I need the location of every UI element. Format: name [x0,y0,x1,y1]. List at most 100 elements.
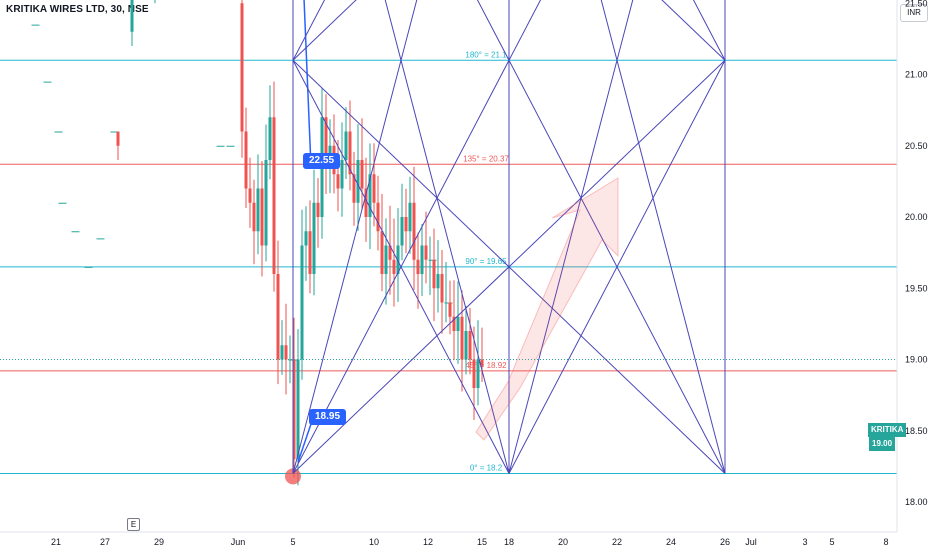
candle-body [336,174,340,189]
x-tick-label: 26 [720,537,730,547]
candle-body [248,188,252,203]
candle-body [420,245,424,274]
candle-body [43,81,52,83]
y-tick-label: 18.50 [905,426,928,436]
candle-body [284,345,288,360]
earnings-marker[interactable]: E [127,518,140,531]
candle-body [300,245,304,360]
candle-body [392,259,396,274]
x-tick-label: Jun [231,537,246,547]
gann-level-label: 0° = 18.2 [470,464,503,473]
callout-pointer [303,0,312,168]
x-tick-label: 15 [477,537,487,547]
y-tick-label: 18.00 [905,497,928,507]
y-tick-label: 21.00 [905,70,928,80]
candle-body [296,359,300,460]
x-tick-label: 3 [802,537,807,547]
x-tick-label: 22 [612,537,622,547]
candle-body [264,160,268,246]
candle-body [308,231,312,274]
candle-body [252,202,256,232]
candle-body [276,274,280,360]
candle-body [448,302,452,317]
last-price-tag: KRITIKA19.00 [868,423,932,451]
candle-body [368,174,372,217]
projection-arrow-shape [475,177,619,441]
candle-body [304,231,308,246]
x-tick-label: 5 [290,537,295,547]
candle-body [344,131,348,160]
candle-body [432,259,436,289]
x-tick-label: 5 [829,537,834,547]
candle-body [360,160,364,189]
candle-body [352,174,356,203]
candle-body [316,202,320,217]
candles [31,0,484,486]
candle-body [380,231,384,274]
candle-body [480,359,484,367]
x-tick-label: 10 [369,537,379,547]
callout-pointer [297,423,312,463]
x-tick-label: Jul [745,537,757,547]
gann-level-label: 90° = 19.65 [465,257,507,266]
candle-body [256,188,260,232]
candle-body [464,331,468,360]
candle-body [31,24,40,26]
y-tick-label: 19.50 [905,283,928,293]
candle-body [440,274,444,303]
candle-body [468,331,472,360]
gann-square [292,0,726,474]
candle-body [58,202,67,204]
x-tick-label: 21 [51,537,61,547]
chart-title: KRITIKA WIRES LTD, 30, NSE [6,4,149,15]
candle-body [376,202,380,232]
x-tick-label: 12 [423,537,433,547]
x-tick-label: 27 [100,537,110,547]
x-tick-label: 24 [666,537,676,547]
candle-body [348,131,352,175]
candle-body [412,202,416,260]
candle-body [110,131,119,133]
currency-label[interactable]: INR [900,4,928,22]
last-price-value: 19.00 [868,437,896,451]
time-axis: 21 27 29 Jun 5 10 12 15 18 20 22 24 26 Jul 3 5 8 [51,537,889,547]
candle-body [400,217,404,246]
symbol-label: KRITIKA [868,423,907,437]
candle-body [372,174,376,203]
y-tick-label: 20.00 [905,212,928,222]
callout-low: 18.95 [309,409,347,425]
candle-body [244,131,248,189]
candle-body [324,117,328,160]
candle-body [216,145,225,147]
gann-fan-line [292,59,726,474]
gann-levels: 360° = 24315° = 23.27270° = 22.55225° = … [0,50,897,474]
candle-body [388,245,392,260]
candle-body [452,316,456,331]
gann-level-label: 45° = 18.92 [465,361,507,370]
candle-body [328,145,332,160]
gann-fan-line [292,60,510,474]
candle-body [260,188,264,246]
gann-fan-line [692,0,726,61]
candle-body [424,245,428,260]
gann-fan-line [384,0,510,474]
candle-body [404,217,408,232]
candle-body [240,3,244,132]
gann-fan-line [508,0,634,474]
gann-fan-line [476,0,726,474]
candle-body [476,359,480,388]
gann-level-label: 180° = 21.1 [465,50,507,59]
callout-high: 22.55 [303,153,341,169]
candle-body [396,245,400,274]
candle-body [116,131,120,146]
candle-body [292,359,296,460]
candle-body [472,359,476,388]
candle-body [130,0,134,32]
candle-body [460,316,464,360]
candle-body [272,117,276,274]
x-tick-label: 18 [504,537,514,547]
candle-body [71,231,80,233]
candle-body [364,188,368,217]
candle-body [408,202,412,232]
